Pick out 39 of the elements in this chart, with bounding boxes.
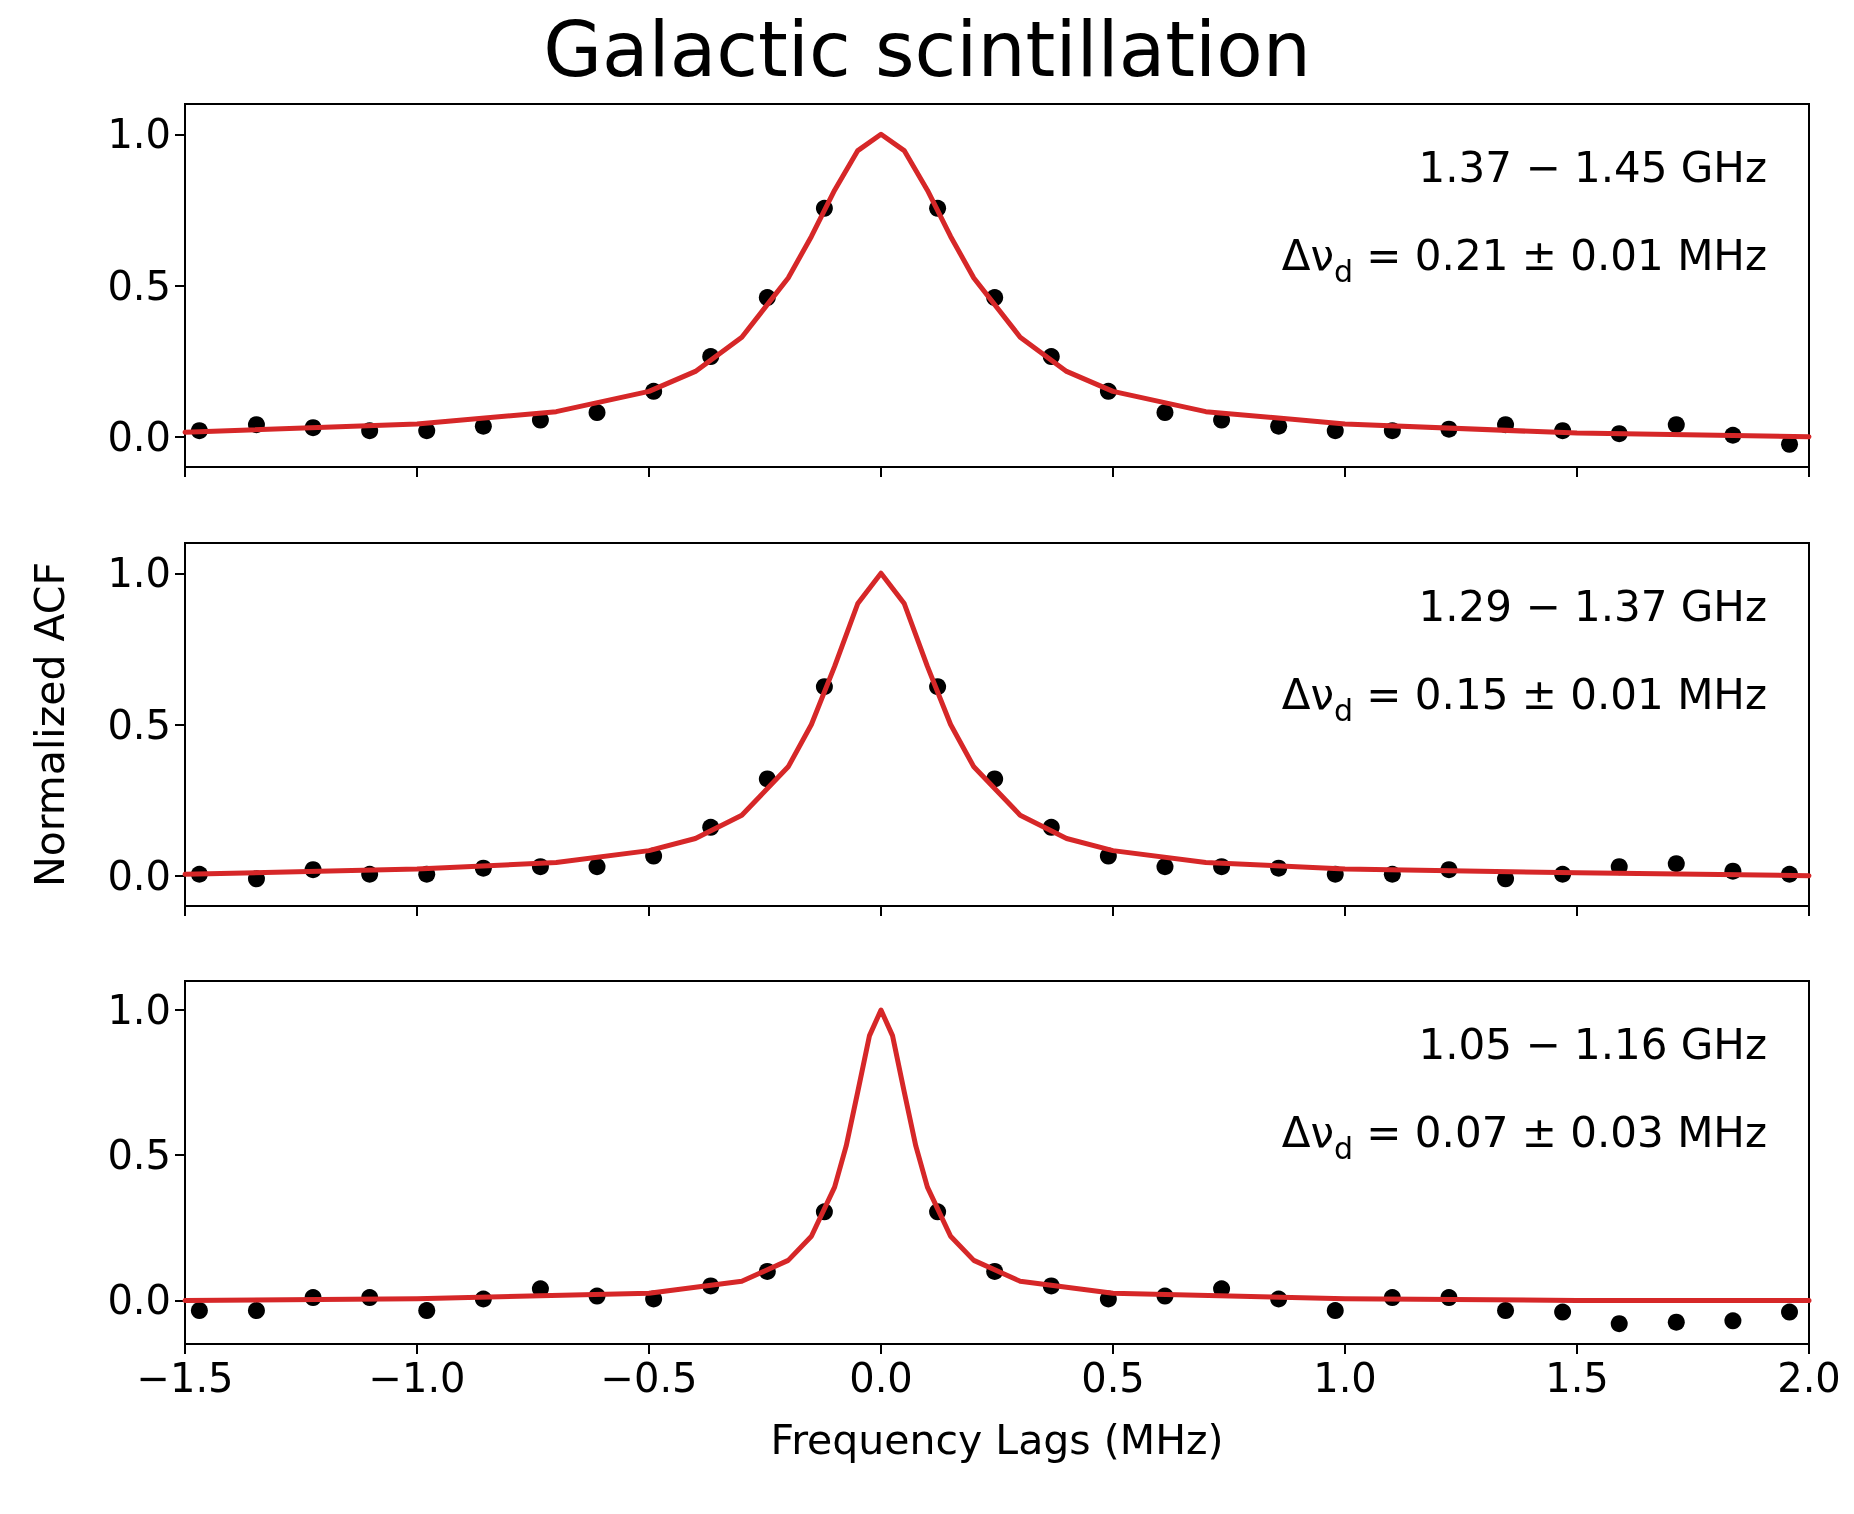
point (190, 1302, 208, 1320)
point (1497, 1302, 1515, 1320)
x-tick-label: −1.5 (136, 1355, 234, 1401)
y-tick-label: 0.0 (107, 413, 171, 460)
y-tick-label: 0.5 (107, 701, 171, 748)
point (418, 1302, 436, 1320)
annotation: 1.37 − 1.45 GHz (1418, 142, 1767, 192)
annotation: 1.29 − 1.37 GHz (1418, 581, 1767, 631)
point (1156, 404, 1174, 422)
point (1667, 416, 1685, 434)
x-tick-label: −0.5 (600, 1355, 698, 1401)
point (1781, 1303, 1799, 1321)
chart-title: Galactic scintillation (543, 4, 1311, 94)
point (1156, 858, 1174, 876)
point (1326, 1302, 1344, 1320)
point (1724, 1312, 1742, 1330)
point (1667, 855, 1685, 873)
y-axis-title: Normalized ACF (25, 561, 74, 888)
point (1554, 1303, 1572, 1321)
y-tick-label: 1.0 (107, 550, 171, 597)
point (1667, 1313, 1685, 1331)
y-tick-label: 1.0 (107, 987, 171, 1034)
y-tick-label: 0.0 (107, 1277, 171, 1324)
x-axis-title: Frequency Lags (MHz) (770, 1415, 1224, 1464)
x-tick-label: 0.5 (1081, 1355, 1145, 1401)
point (588, 404, 606, 422)
point (1610, 1315, 1628, 1333)
point (247, 1302, 265, 1320)
y-tick-label: 0.5 (107, 1132, 171, 1179)
annotation: 1.05 − 1.16 GHz (1418, 1019, 1767, 1069)
x-tick-label: 0.0 (849, 1355, 913, 1401)
x-tick-label: 1.5 (1545, 1355, 1609, 1401)
x-tick-label: −1.0 (368, 1355, 466, 1401)
y-tick-label: 1.0 (107, 111, 171, 158)
y-tick-label: 0.5 (107, 262, 171, 309)
x-tick-label: 2.0 (1777, 1355, 1841, 1401)
point (588, 858, 606, 876)
x-tick-label: 1.0 (1313, 1355, 1377, 1401)
y-tick-label: 0.0 (107, 852, 171, 899)
